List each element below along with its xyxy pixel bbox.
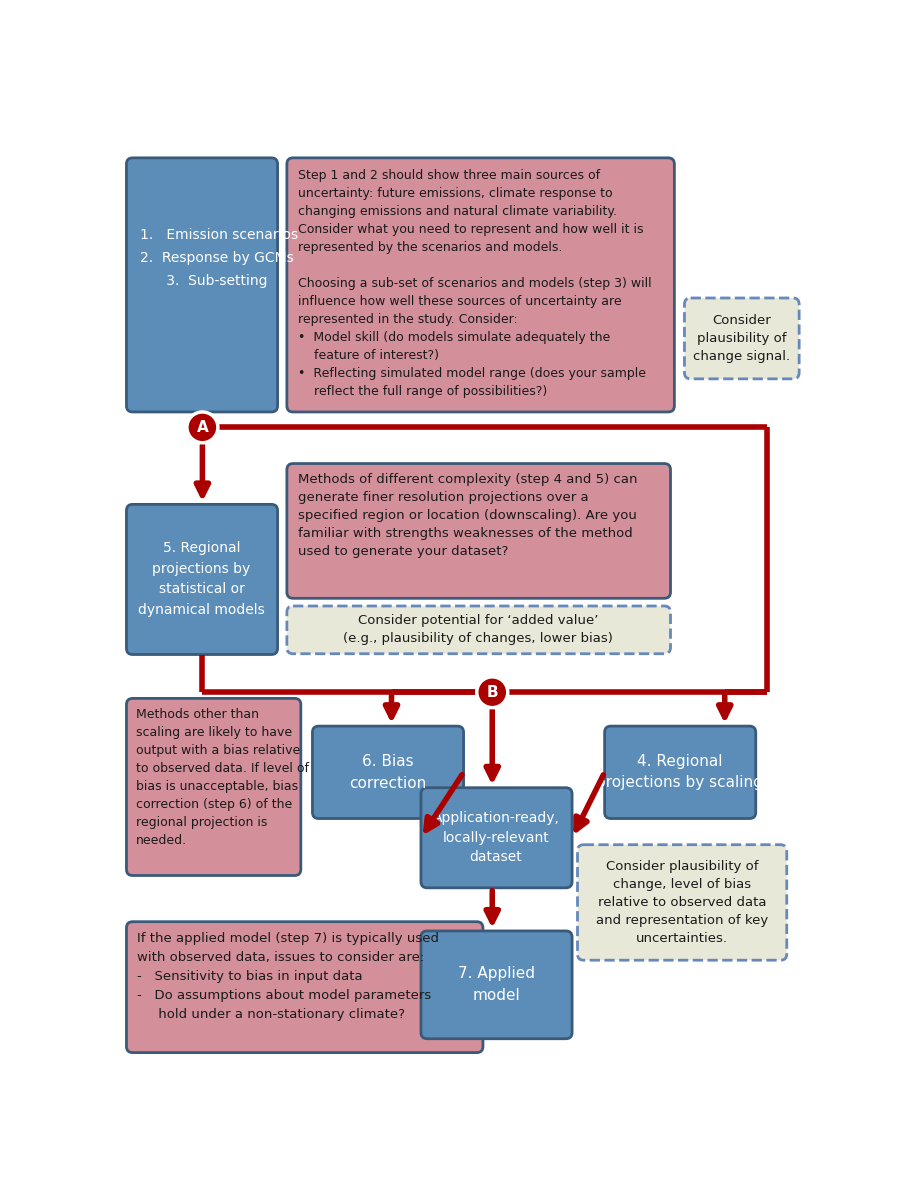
Circle shape (187, 412, 218, 443)
FancyBboxPatch shape (685, 298, 799, 379)
FancyBboxPatch shape (126, 698, 301, 876)
FancyBboxPatch shape (421, 787, 572, 888)
Text: Application-ready,
locally-relevant
dataset: Application-ready, locally-relevant data… (433, 811, 560, 864)
Text: 5. Regional
projections by
statistical or
dynamical models: 5. Regional projections by statistical o… (139, 541, 265, 617)
FancyBboxPatch shape (578, 845, 787, 960)
FancyBboxPatch shape (126, 504, 277, 654)
Text: 6. Bias
correction: 6. Bias correction (349, 754, 427, 791)
Text: Consider
plausibility of
change signal.: Consider plausibility of change signal. (693, 313, 790, 362)
FancyBboxPatch shape (287, 463, 670, 599)
Text: Consider potential for ‘added value’
(e.g., plausibility of changes, lower bias): Consider potential for ‘added value’ (e.… (344, 614, 613, 646)
Text: Step 1 and 2 should show three main sources of
uncertainty: future emissions, cl: Step 1 and 2 should show three main sour… (298, 169, 652, 397)
Text: 7. Applied
model: 7. Applied model (457, 966, 535, 1003)
Text: 4. Regional
projections by scaling: 4. Regional projections by scaling (597, 755, 763, 791)
Text: B: B (486, 685, 498, 700)
FancyBboxPatch shape (287, 606, 670, 654)
FancyBboxPatch shape (126, 158, 277, 412)
FancyBboxPatch shape (421, 931, 572, 1039)
Text: Methods other than
scaling are likely to have
output with a bias relative
to obs: Methods other than scaling are likely to… (136, 708, 309, 847)
Text: A: A (196, 420, 208, 434)
FancyBboxPatch shape (605, 726, 756, 818)
Text: Methods of different complexity (step 4 and 5) can
generate finer resolution pro: Methods of different complexity (step 4 … (298, 473, 637, 558)
Text: Consider plausibility of
change, level of bias
relative to observed data
and rep: Consider plausibility of change, level o… (596, 860, 769, 944)
FancyBboxPatch shape (312, 726, 464, 818)
Circle shape (477, 677, 508, 708)
Text: 1.   Emission scenarios
2.  Response by GCMs
      3.  Sub-setting: 1. Emission scenarios 2. Response by GCM… (140, 228, 299, 288)
Text: If the applied model (step 7) is typically used
with observed data, issues to co: If the applied model (step 7) is typical… (138, 932, 439, 1021)
FancyBboxPatch shape (126, 922, 483, 1052)
FancyBboxPatch shape (287, 158, 674, 412)
